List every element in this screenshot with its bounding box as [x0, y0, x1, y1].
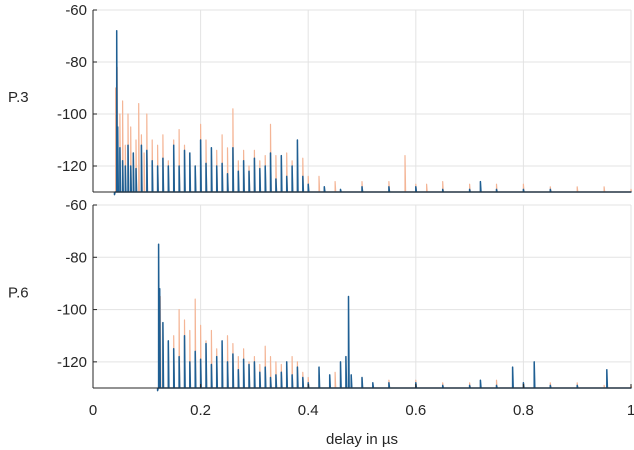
- panel-p3: -60 -80 -100 -120 P.3: [8, 2, 633, 196]
- y-tick-label: -100: [57, 106, 87, 123]
- x-tick-label: 0.2: [190, 402, 211, 419]
- y-tick-label: -120: [57, 354, 87, 371]
- y-tick-label: -120: [57, 158, 87, 175]
- y-tick-label: -100: [57, 302, 87, 319]
- plot-area: [93, 10, 631, 192]
- y-tick-label: -60: [65, 197, 87, 214]
- x-axis-label: delay in µs: [326, 431, 398, 448]
- x-tick-label: 0.6: [405, 402, 426, 419]
- panel-label: P.6: [8, 285, 29, 302]
- panel-p6: -60 -80 -100 -120 P.6 0 0.2 0.4 0.6 0.8 1: [8, 197, 634, 419]
- x-tick-label: 0.8: [513, 402, 534, 419]
- y-tick-label: -80: [65, 249, 87, 266]
- plot-area: [93, 205, 631, 388]
- x-tick-label: 1: [627, 402, 634, 419]
- series-line-blue: [113, 30, 632, 196]
- y-tick-label: -60: [65, 2, 87, 19]
- x-tick-label: 0: [89, 402, 97, 419]
- y-tick-label: -80: [65, 54, 87, 71]
- panel-label: P.3: [8, 89, 29, 106]
- x-tick-label: 0.4: [298, 402, 319, 419]
